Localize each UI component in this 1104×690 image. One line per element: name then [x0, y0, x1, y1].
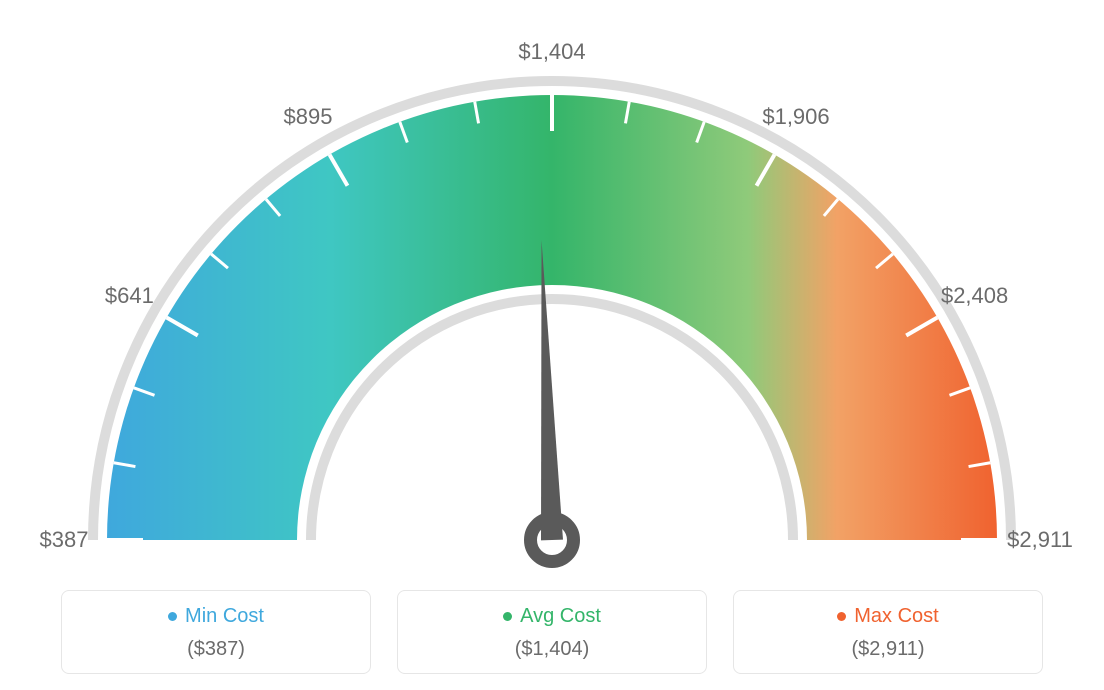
- legend-dot-avg: [503, 612, 512, 621]
- gauge-area: $387 $641 $895 $1,404 $1,906 $2,408 $2,911: [0, 0, 1104, 580]
- gauge-tick-label: $895: [284, 104, 333, 130]
- gauge-needle: [541, 240, 563, 540]
- legend-value-min: ($387): [72, 638, 360, 661]
- gauge-svg: [0, 0, 1104, 580]
- legend-card-min: Min Cost ($387): [61, 590, 371, 674]
- legend-dot-min: [168, 612, 177, 621]
- legend-value-max: ($2,911): [744, 638, 1032, 661]
- legend-title-avg: Avg Cost: [503, 605, 601, 628]
- legend-value-avg: ($1,404): [408, 638, 696, 661]
- gauge-tick-label: $641: [105, 283, 154, 309]
- gauge-tick-label: $1,404: [518, 39, 585, 65]
- legend-card-avg: Avg Cost ($1,404): [397, 590, 707, 674]
- legend-title-avg-label: Avg Cost: [520, 605, 601, 628]
- gauge-tick-label: $2,408: [941, 283, 1008, 309]
- cost-gauge-container: $387 $641 $895 $1,404 $1,906 $2,408 $2,911 Min…: [0, 0, 1104, 690]
- legend-dot-max: [837, 612, 846, 621]
- gauge-tick-label: $1,906: [762, 104, 829, 130]
- legend-title-min: Min Cost: [168, 605, 264, 628]
- legend-card-max: Max Cost ($2,911): [733, 590, 1043, 674]
- gauge-tick-label: $387: [40, 527, 89, 553]
- legend-title-min-label: Min Cost: [185, 605, 264, 628]
- legend-title-max-label: Max Cost: [854, 605, 938, 628]
- legend-title-max: Max Cost: [837, 605, 938, 628]
- gauge-tick-label: $2,911: [1007, 527, 1073, 553]
- legend-row: Min Cost ($387) Avg Cost ($1,404) Max Co…: [0, 580, 1104, 690]
